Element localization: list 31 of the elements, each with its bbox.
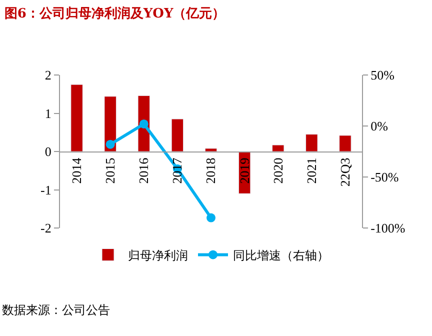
x-tick-label: 2017 [170, 157, 185, 184]
x-tick-label: 2020 [270, 158, 286, 184]
bar [306, 134, 318, 152]
bar [204, 148, 218, 152]
bar [272, 144, 284, 152]
point [106, 140, 115, 149]
y2-tick-label: 50% [370, 68, 395, 83]
y2-tick-label: -100% [370, 220, 406, 236]
y2-tick-label: 0% [370, 118, 388, 134]
x-tick-label: 2014 [69, 157, 84, 184]
point [139, 119, 148, 128]
y-tick-label: 0 [44, 144, 52, 160]
bar [70, 84, 83, 152]
x-tick-label: 2016 [136, 157, 152, 184]
y-tick-label: 1 [44, 106, 52, 121]
bar [171, 118, 184, 152]
x-tick-label: 2018 [203, 158, 218, 184]
chart-title: 图6：公司归母净利润及YOY（亿元） [4, 6, 226, 22]
y2-tick-label: -50% [370, 170, 399, 185]
legend-label: 同比增速（右轴） [233, 248, 329, 262]
source-note: 数据来源：公司公告 [2, 303, 110, 317]
bar [339, 135, 352, 152]
x-tick-label: 2015 [102, 158, 118, 184]
y-tick-label: -2 [40, 220, 52, 236]
legend-label: 归母净利润 [128, 248, 188, 262]
x-tick-label: 2019 [236, 158, 252, 184]
point [206, 213, 216, 222]
y-tick-label: 2 [44, 68, 52, 83]
x-tick-label: 22Q3 [337, 158, 352, 187]
y-tick-label: -1 [40, 182, 52, 198]
x-tick-label: 2021 [304, 158, 319, 184]
